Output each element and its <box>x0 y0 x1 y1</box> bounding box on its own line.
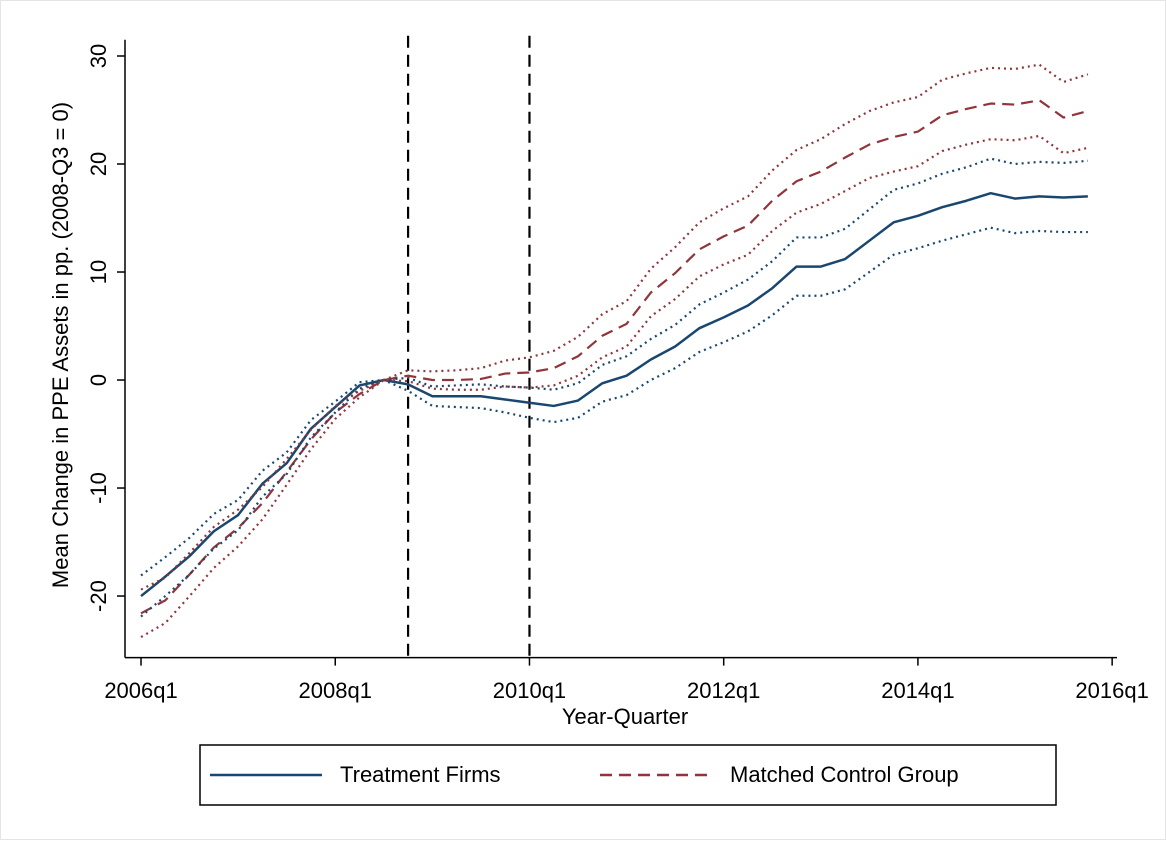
series-line <box>140 63 1089 591</box>
series-line <box>140 157 1088 577</box>
y-tick-label: 10 <box>86 260 111 284</box>
y-tick-label: -10 <box>86 472 111 504</box>
x-tick-label: 2008q1 <box>299 678 372 703</box>
x-tick-label: 2010q1 <box>493 678 566 703</box>
series-line <box>140 134 1089 639</box>
x-tick-label: 2006q1 <box>104 678 177 703</box>
y-tick-label: 30 <box>86 44 111 68</box>
legend-label: Treatment Firms <box>340 762 501 787</box>
y-axis-title: Mean Change in PPE Assets in pp. (2008-Q… <box>48 102 73 588</box>
x-tick-label: 2016q1 <box>1075 678 1148 703</box>
y-tick-label: 20 <box>86 152 111 176</box>
x-tick-label: 2014q1 <box>881 678 954 703</box>
y-tick-label: 0 <box>86 374 111 386</box>
series-line <box>140 191 1088 598</box>
x-axis-title: Year-Quarter <box>562 704 688 729</box>
x-tick-label: 2012q1 <box>687 678 760 703</box>
legend-label: Matched Control Group <box>730 762 959 787</box>
y-tick-label: -20 <box>86 580 111 612</box>
